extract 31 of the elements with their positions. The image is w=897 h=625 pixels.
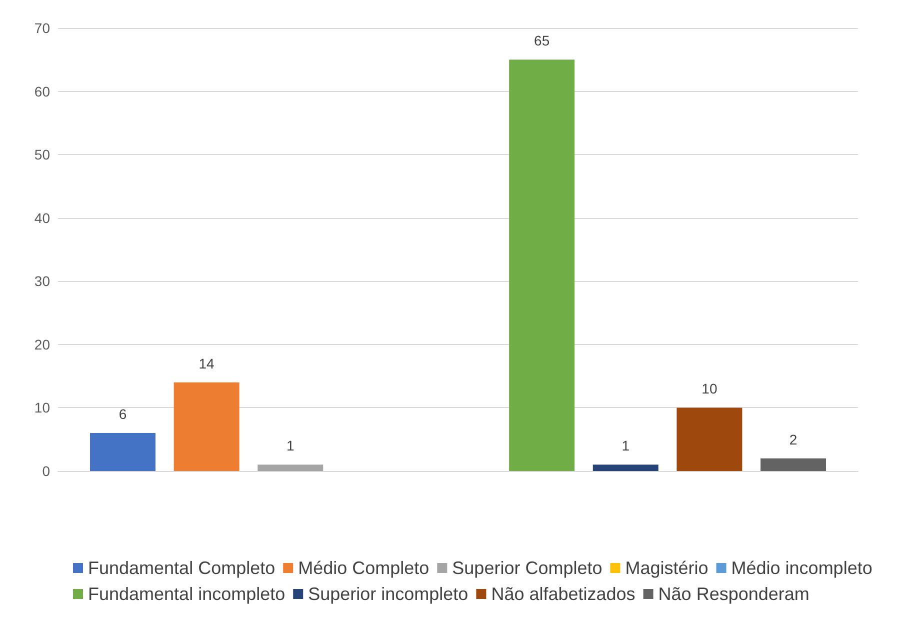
data-label: 1 (286, 438, 294, 454)
y-tick-label: 10 (34, 400, 50, 416)
data-label: 6 (118, 406, 127, 422)
legend-label: Superior Completo (452, 558, 602, 578)
legend-label: Não alfabetizados (491, 584, 636, 604)
legend-label: Médio incompleto (731, 558, 872, 578)
y-tick-label: 70 (34, 20, 50, 36)
data-label: 65 (534, 32, 550, 49)
legend-label: Fundamental incompleto (88, 584, 286, 604)
legend-label: Superior incompleto (308, 584, 468, 604)
bar (676, 408, 742, 471)
legend-label: Magistério (625, 558, 708, 578)
y-tick-label: 0 (42, 463, 50, 479)
data-label: 2 (789, 431, 798, 448)
y-tick-label: 20 (34, 336, 50, 352)
y-tick-label: 50 (34, 146, 50, 163)
bar (592, 464, 658, 471)
legend-label: Médio Completo (298, 558, 430, 578)
data-label: 10 (702, 380, 718, 397)
bar (90, 433, 156, 471)
data-label: 14 (198, 355, 215, 372)
legend-label: Não Responderam (658, 584, 810, 604)
data-label: 1 (622, 438, 630, 454)
y-tick-label: 30 (34, 273, 50, 290)
bar (760, 458, 826, 471)
bar (509, 60, 575, 471)
y-tick-label: 60 (34, 83, 50, 100)
bar (174, 382, 240, 471)
bar (258, 464, 324, 471)
legend-label: Fundamental Completo (88, 558, 276, 578)
y-tick-label: 40 (34, 210, 50, 226)
